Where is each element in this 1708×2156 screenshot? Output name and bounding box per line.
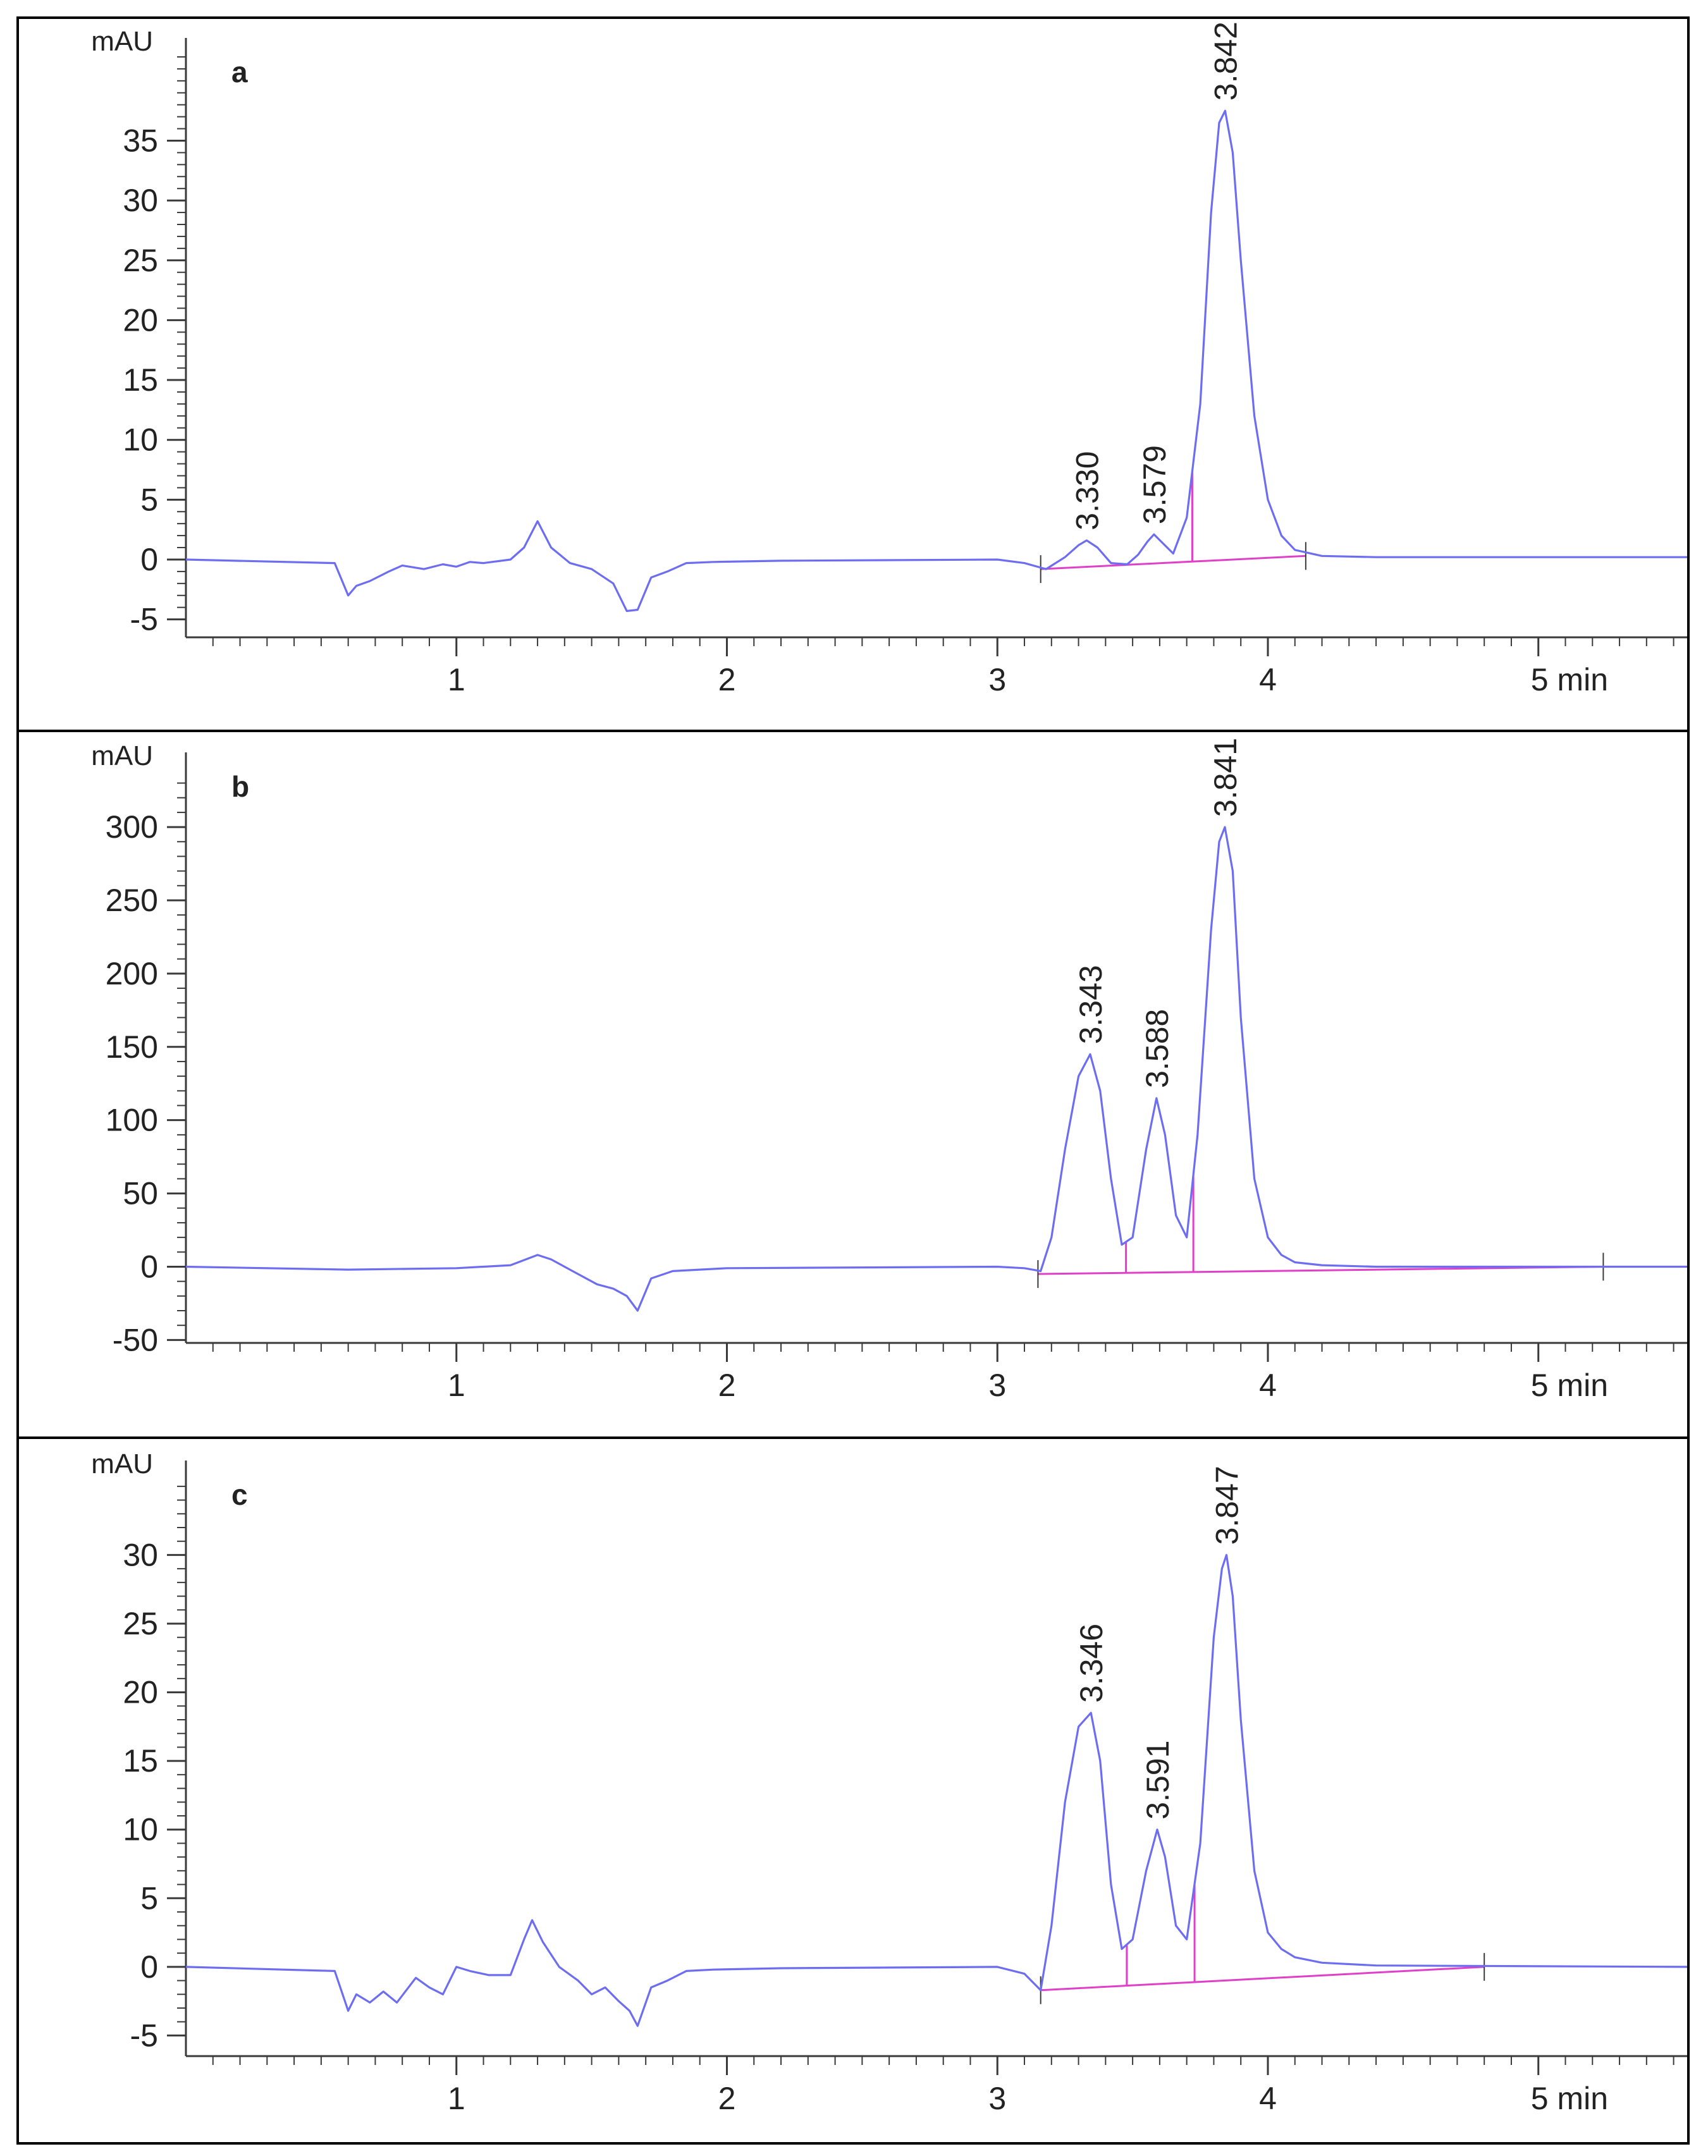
- peak-retention-label: 3.841: [1208, 738, 1243, 817]
- peak-retention-label: 3.330: [1069, 451, 1105, 530]
- x-tick-label: 4: [1259, 662, 1277, 697]
- y-tick-label: 200: [106, 956, 158, 991]
- y-tick-label: 20: [123, 1675, 158, 1710]
- x-tick-label: 1: [448, 662, 465, 697]
- x-tick-label: 5 min: [1531, 2081, 1608, 2116]
- y-tick-label: 50: [123, 1176, 158, 1211]
- x-tick-label: 5 min: [1531, 662, 1608, 697]
- chromatogram-trace: [185, 1553, 1688, 2027]
- panel-frame: [16, 1436, 1690, 2145]
- x-tick-label: 3: [988, 2081, 1006, 2116]
- panel-letter: b: [231, 770, 249, 803]
- y-tick-label: 20: [123, 302, 158, 338]
- chromatogram-panel-a: -5 0 5 10 15 20 25 30 35 mAU 1 2 3 4 5 min a 3.330 3.579 3…: [16, 16, 1690, 732]
- y-tick-label: 10: [123, 1812, 158, 1847]
- y-unit-label: mAU: [91, 26, 153, 57]
- x-tick-label: 3: [988, 1368, 1006, 1403]
- y-tick-label: 300: [106, 809, 158, 845]
- y-tick-label: 150: [106, 1029, 158, 1065]
- x-tick-label: 2: [718, 1368, 736, 1403]
- x-tick-label: 3: [988, 662, 1006, 697]
- panel-letter: a: [231, 56, 248, 89]
- y-tick-label: 30: [123, 183, 158, 218]
- chromatogram-panel-c: -5 0 5 10 15 20 25 30 mAU 1 2 3 4 5 min c 3.346 3.591 3.8…: [16, 1436, 1690, 2145]
- peak-retention-label: 3.847: [1210, 1466, 1245, 1545]
- y-tick-label: 25: [123, 243, 158, 278]
- chromatogram-panel-b: -50 0 50 100 150 200 250 300 mAU 1 2 3 4 5 min b 3.343 3…: [16, 730, 1690, 1439]
- x-tick-label: 2: [718, 662, 736, 697]
- chromatogram-trace: [185, 826, 1687, 1312]
- peak-retention-label: 3.591: [1140, 1741, 1176, 1820]
- chromatogram-trace: [185, 109, 1687, 612]
- x-tick-label: 4: [1259, 2081, 1277, 2116]
- x-tick-label: 4: [1259, 1368, 1277, 1403]
- peak-retention-label: 3.343: [1073, 965, 1109, 1044]
- y-tick-label: 15: [123, 362, 158, 398]
- y-tick-label: 5: [140, 1880, 158, 1916]
- y-unit-label: mAU: [91, 740, 153, 771]
- y-tick-label: 100: [106, 1103, 158, 1138]
- y-tick-label: 0: [140, 1249, 158, 1284]
- panel-letter: c: [231, 1478, 248, 1511]
- integration-baseline: [1040, 554, 1306, 570]
- peak-retention-label: 3.588: [1140, 1009, 1175, 1088]
- y-tick-label: -50: [113, 1322, 158, 1357]
- x-tick-label: 2: [718, 2081, 736, 2116]
- y-tick-label: 0: [140, 1949, 158, 1985]
- peak-retention-label: 3.346: [1074, 1624, 1109, 1703]
- y-tick-label: 25: [123, 1606, 158, 1641]
- peak-retention-label: 3.579: [1137, 445, 1172, 524]
- y-tick-label: 250: [106, 883, 158, 918]
- integration-baseline: [1040, 1966, 1485, 1992]
- y-tick-label: 10: [123, 422, 158, 458]
- y-tick-label: 15: [123, 1743, 158, 1779]
- y-tick-label: -5: [130, 2018, 158, 2053]
- peak-retention-label: 3.842: [1208, 21, 1243, 101]
- y-tick-label: 0: [140, 542, 158, 577]
- integration-baseline: [1038, 1265, 1604, 1275]
- x-tick-label: 5 min: [1531, 1368, 1608, 1403]
- y-tick-label: 35: [123, 123, 158, 158]
- x-tick-label: 1: [448, 1368, 465, 1403]
- y-tick-label: 30: [123, 1537, 158, 1572]
- y-unit-label: mAU: [91, 1449, 153, 1479]
- y-tick-label: 5: [140, 482, 158, 517]
- x-tick-label: 1: [448, 2081, 465, 2116]
- y-tick-label: -5: [130, 602, 158, 637]
